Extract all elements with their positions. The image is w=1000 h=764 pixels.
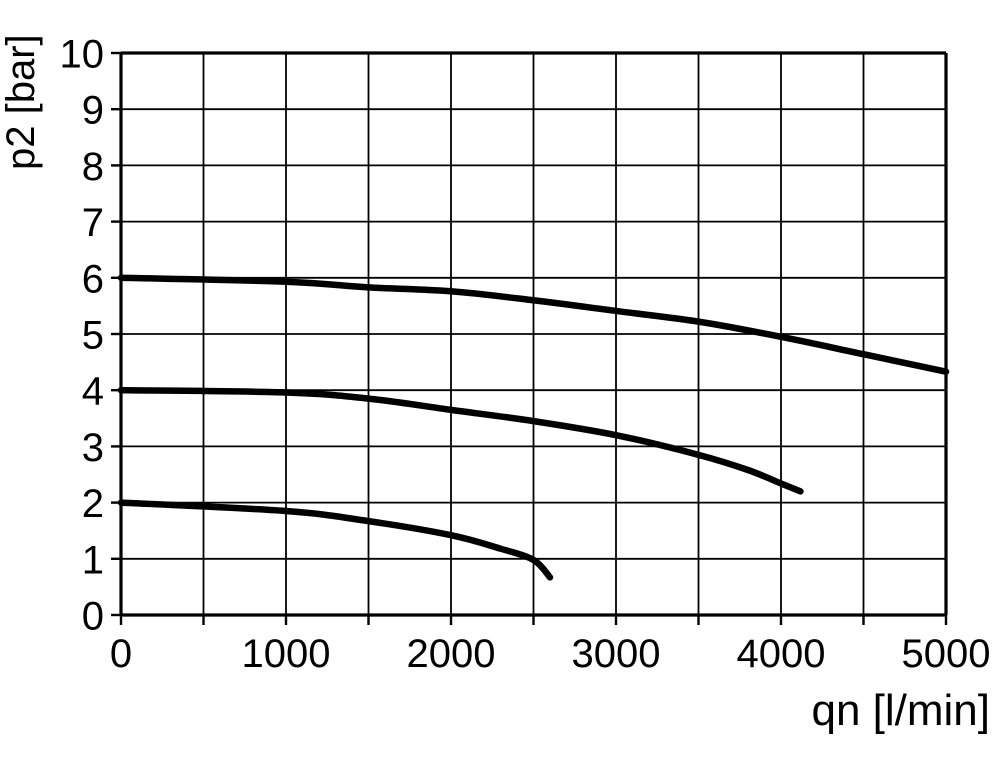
- svg-text:1: 1: [82, 538, 104, 582]
- svg-text:9: 9: [82, 89, 104, 133]
- svg-text:10: 10: [60, 33, 105, 77]
- svg-text:3: 3: [82, 426, 104, 470]
- svg-text:0: 0: [82, 595, 104, 639]
- svg-text:8: 8: [82, 145, 104, 189]
- svg-text:3000: 3000: [572, 632, 661, 676]
- svg-text:qn [l/min]: qn [l/min]: [811, 686, 990, 735]
- svg-text:2000: 2000: [407, 632, 496, 676]
- svg-text:4000: 4000: [737, 632, 826, 676]
- svg-text:5: 5: [82, 314, 104, 358]
- svg-text:7: 7: [82, 201, 104, 245]
- svg-text:1000: 1000: [242, 632, 331, 676]
- svg-text:4: 4: [82, 370, 104, 414]
- svg-text:p2 [bar]: p2 [bar]: [0, 34, 43, 170]
- svg-text:0: 0: [110, 632, 132, 676]
- svg-text:2: 2: [82, 482, 104, 526]
- svg-text:6: 6: [82, 257, 104, 301]
- svg-text:5000: 5000: [902, 632, 991, 676]
